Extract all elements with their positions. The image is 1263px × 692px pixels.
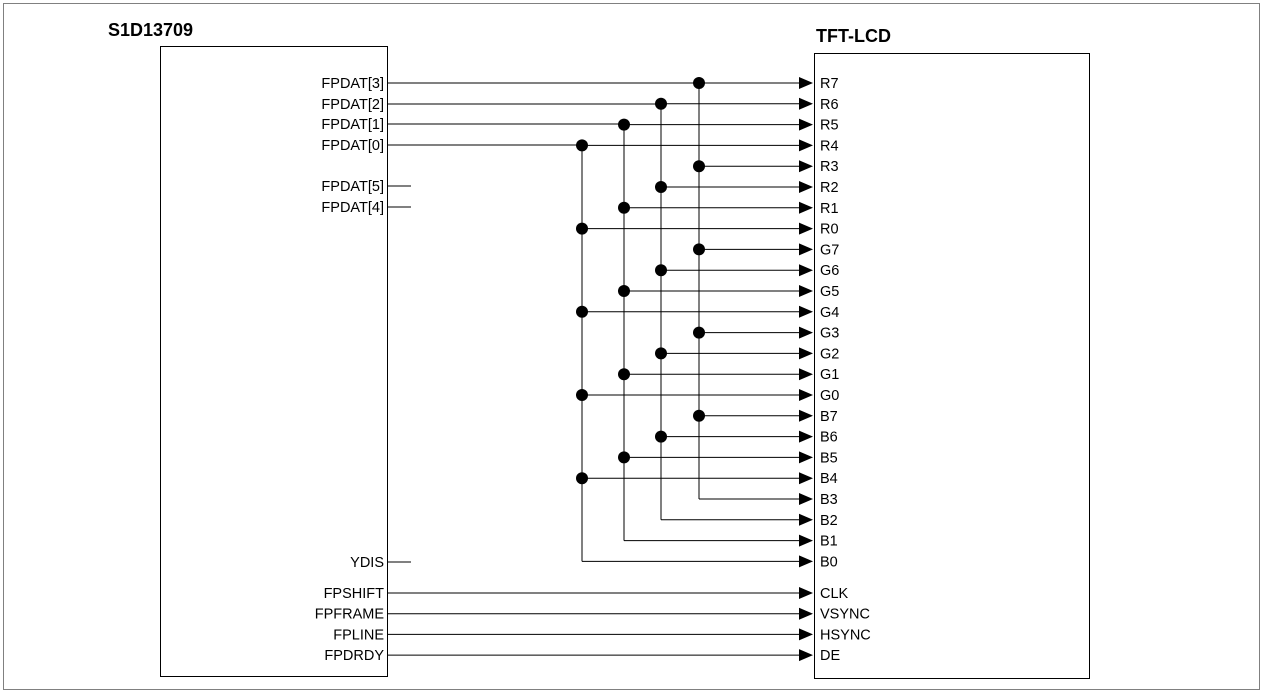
- figure-frame: [3, 3, 1260, 690]
- arrow-clk: [799, 587, 813, 599]
- pin-label-r3: R3: [820, 159, 839, 175]
- pin-label-fpdat-4: FPDAT[4]: [321, 200, 384, 216]
- pin-label-g5: G5: [820, 284, 839, 300]
- arrow-g4: [799, 305, 813, 318]
- arrow-b7: [799, 409, 813, 422]
- arrow-r6: [799, 97, 813, 110]
- pin-label-b3: B3: [820, 492, 838, 508]
- junction-fpdat-2-b6: [655, 430, 667, 443]
- arrow-de: [799, 649, 813, 662]
- arrow-b1: [799, 534, 813, 547]
- arrow-g2: [799, 347, 813, 360]
- pin-label-r4: R4: [820, 138, 839, 154]
- junction-fpdat-0-r4: [576, 139, 588, 152]
- junction-fpdat-0-g0: [576, 389, 588, 401]
- pin-arrows: [799, 77, 813, 662]
- pin-label-g3: G3: [820, 326, 839, 342]
- pin-label-r7: R7: [820, 76, 839, 92]
- junction-fpdat-1-g5: [618, 285, 630, 297]
- junction-fpdat-2-g2: [655, 347, 667, 360]
- arrow-b6: [799, 430, 813, 443]
- junction-fpdat-1-r5: [618, 118, 630, 131]
- pin-label-g2: G2: [820, 346, 839, 362]
- pin-label-r2: R2: [820, 180, 839, 196]
- arrow-g6: [799, 264, 813, 277]
- junction-fpdat-3-g3: [693, 326, 705, 339]
- junction-fpdat-3-g7: [693, 243, 705, 256]
- pin-label-g1: G1: [820, 367, 839, 383]
- pin-label-b5: B5: [820, 450, 838, 466]
- pin-label-b4: B4: [820, 471, 838, 487]
- pin-label-g4: G4: [820, 305, 839, 321]
- pin-label-fpshift: FPSHIFT: [324, 586, 385, 602]
- pin-label-fpdat-3: FPDAT[3]: [321, 76, 384, 92]
- arrow-r2: [799, 181, 813, 193]
- pin-label-g0: G0: [820, 388, 839, 404]
- arrow-g1: [799, 368, 813, 381]
- pin-labels: R7 R6 R5 R4 R3 R2 R1 R0 G7 G6 G5 G4 G3 G2 G1 G0 B7 B6 B5 B4…: [315, 76, 871, 664]
- arrow-b5: [799, 451, 813, 464]
- left-chip-title: S1D13709: [108, 20, 193, 40]
- arrow-r3: [799, 160, 813, 173]
- arrow-b0: [799, 555, 813, 568]
- pin-label-fpdat-0: FPDAT[0]: [321, 138, 384, 154]
- pin-label-fpdat-5: FPDAT[5]: [321, 179, 384, 195]
- pin-label-clk: CLK: [820, 586, 849, 602]
- pin-label-b2: B2: [820, 513, 838, 529]
- pin-label-r1: R1: [820, 201, 839, 217]
- junction-fpdat-2-r2: [655, 181, 667, 193]
- pin-label-ydis: YDIS: [350, 555, 384, 571]
- pin-label-b6: B6: [820, 430, 838, 446]
- pin-label-fpdat-2: FPDAT[2]: [321, 97, 384, 113]
- pin-label-hsync: HSYNC: [820, 627, 871, 643]
- junction-fpdat-0-b4: [576, 472, 588, 485]
- arrow-g7: [799, 243, 813, 256]
- arrow-b2: [799, 513, 813, 526]
- junction-fpdat-2-g6: [655, 264, 667, 277]
- junction-fpdat-2-r6: [655, 97, 667, 110]
- junction-fpdat-1-b5: [618, 451, 630, 464]
- tft-lcd-chip: [814, 53, 1090, 679]
- s1d13709-chip: [160, 46, 388, 677]
- pin-label-r0: R0: [820, 222, 839, 238]
- pin-label-b7: B7: [820, 409, 838, 425]
- junction-fpdat-0-r0: [576, 222, 588, 235]
- pin-label-b1: B1: [820, 534, 838, 550]
- junction-fpdat-3-r7: [693, 77, 705, 89]
- arrow-hsync: [799, 628, 813, 641]
- arrow-g3: [799, 326, 813, 339]
- pin-label-fpline: FPLINE: [333, 627, 384, 643]
- wires: [388, 82, 801, 656]
- pin-label-de: DE: [820, 648, 840, 664]
- arrow-r5: [799, 118, 813, 131]
- junction-fpdat-0-g4: [576, 305, 588, 318]
- pin-label-fpframe: FPFRAME: [315, 607, 385, 623]
- right-chip-title: TFT-LCD: [816, 26, 891, 46]
- arrow-r0: [799, 222, 813, 235]
- pin-label-fpdat-1: FPDAT[1]: [321, 117, 384, 133]
- arrow-g0: [799, 389, 813, 401]
- arrow-b4: [799, 472, 813, 485]
- pin-label-vsync: VSYNC: [820, 607, 870, 623]
- arrow-vsync: [799, 607, 813, 620]
- junction-fpdat-3-r3: [693, 160, 705, 173]
- junction-fpdat-1-g1: [618, 368, 630, 381]
- pin-label-fpdrdy: FPDRDY: [324, 648, 384, 664]
- arrow-r1: [799, 201, 813, 214]
- arrow-b3: [799, 493, 813, 505]
- pin-label-b0: B0: [820, 554, 838, 570]
- junction-fpdat-3-b7: [693, 409, 705, 422]
- pin-label-r6: R6: [820, 97, 839, 113]
- pin-label-g7: G7: [820, 242, 839, 258]
- arrow-g5: [799, 285, 813, 297]
- junction-dots: [576, 77, 705, 485]
- pin-label-g6: G6: [820, 263, 839, 279]
- pin-label-r5: R5: [820, 118, 839, 134]
- arrow-r4: [799, 139, 813, 152]
- junction-fpdat-1-r1: [618, 201, 630, 214]
- arrow-r7: [799, 77, 813, 89]
